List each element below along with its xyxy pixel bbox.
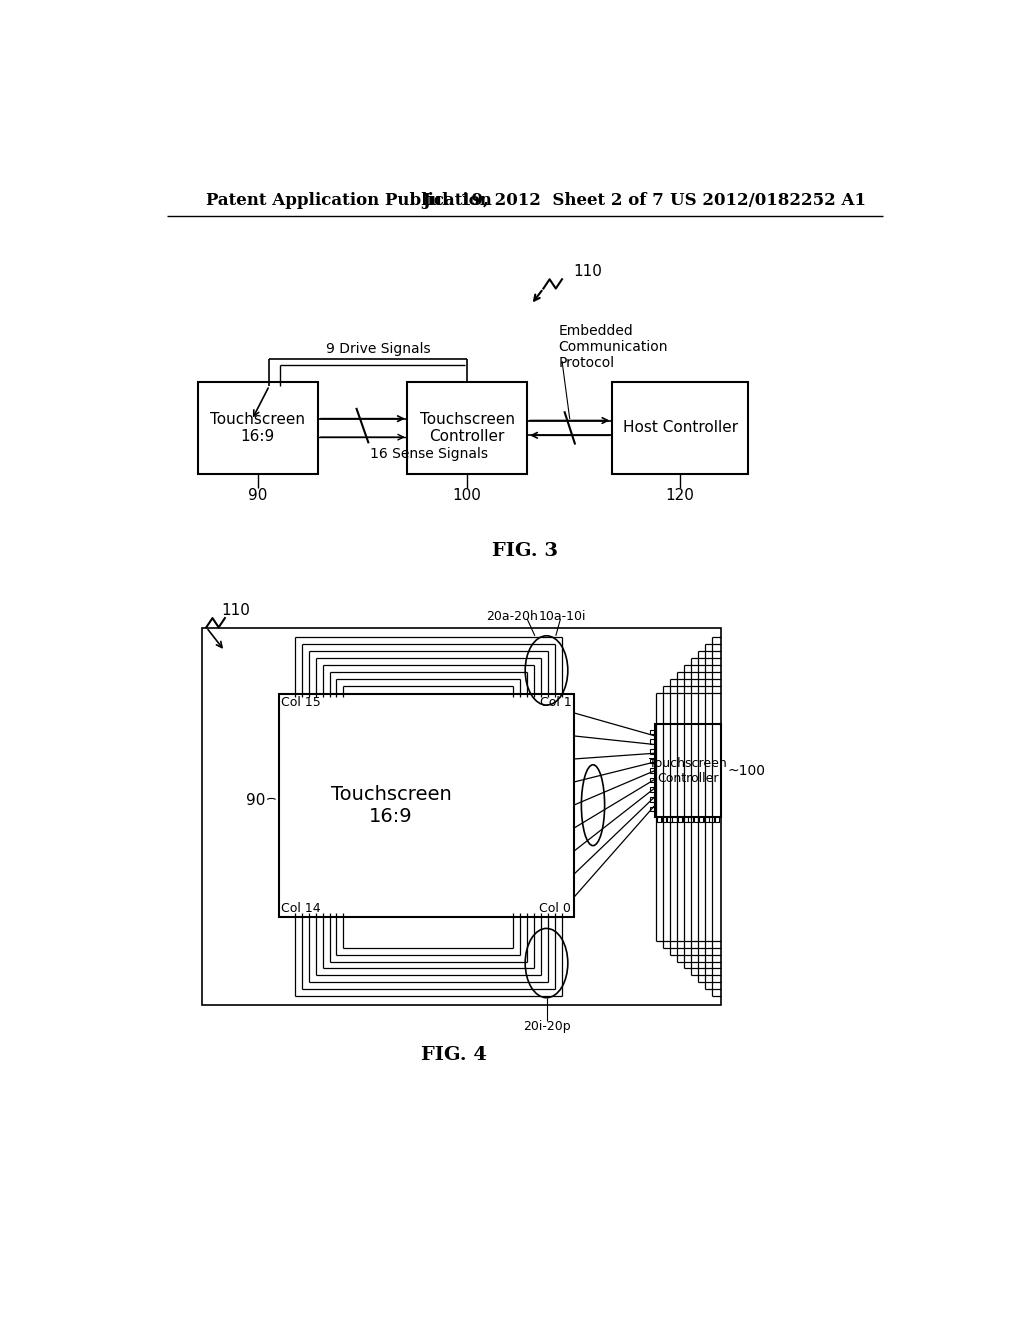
Text: 9 Drive Signals: 9 Drive Signals [326,342,430,356]
Text: Host Controller: Host Controller [623,420,737,436]
Bar [649,777,655,783]
Text: Col 0: Col 0 [540,902,571,915]
Text: FIG. 3: FIG. 3 [492,543,558,560]
Bar [667,817,672,822]
Text: 110: 110 [573,264,602,279]
Bar [698,817,703,822]
Text: 16 Sense Signals: 16 Sense Signals [371,447,488,461]
Bar [649,768,655,774]
Bar [662,817,667,822]
Text: 100: 100 [453,488,481,503]
Bar [688,817,693,822]
Bar [649,788,655,792]
Text: Col 1: Col 1 [540,696,571,709]
Bar [649,759,655,763]
Bar [649,807,655,812]
Bar [202,628,721,1006]
Text: 20a-20h: 20a-20h [485,610,538,623]
Text: Col 14: Col 14 [282,902,322,915]
Bar [715,817,719,822]
Bar [683,817,688,822]
Text: 110: 110 [221,603,250,618]
Text: Embedded
Communication
Protocol: Embedded Communication Protocol [558,323,668,371]
Bar [198,381,317,474]
Bar [649,797,655,801]
Text: 90: 90 [246,793,265,808]
Text: Jul. 19, 2012  Sheet 2 of 7: Jul. 19, 2012 Sheet 2 of 7 [423,193,665,210]
Text: Patent Application Publication: Patent Application Publication [206,193,492,210]
Bar [612,381,748,474]
Bar [649,748,655,754]
Bar [280,693,573,917]
Text: 120: 120 [666,488,694,503]
Text: ~100: ~100 [727,763,765,777]
Bar [649,739,655,744]
Text: 10a-10i: 10a-10i [539,610,586,623]
Text: US 2012/0182252 A1: US 2012/0182252 A1 [671,193,866,210]
Text: Touchscreen
16:9: Touchscreen 16:9 [210,412,305,444]
Text: Touchscreen
Controller: Touchscreen Controller [420,412,515,444]
Bar [407,381,527,474]
Text: 20i-20p: 20i-20p [522,1020,570,1034]
Text: Touchscreen
16:9: Touchscreen 16:9 [331,784,452,826]
Bar [673,817,677,822]
Bar [649,730,655,734]
Text: 90: 90 [248,488,267,503]
Bar [655,725,721,817]
Bar [656,817,662,822]
Text: Touchscreen
Controller: Touchscreen Controller [649,756,727,784]
Bar [705,817,709,822]
Bar [710,817,714,822]
Bar [693,817,698,822]
Bar [678,817,682,822]
Text: Col 15: Col 15 [282,696,322,709]
Text: FIG. 4: FIG. 4 [421,1047,486,1064]
